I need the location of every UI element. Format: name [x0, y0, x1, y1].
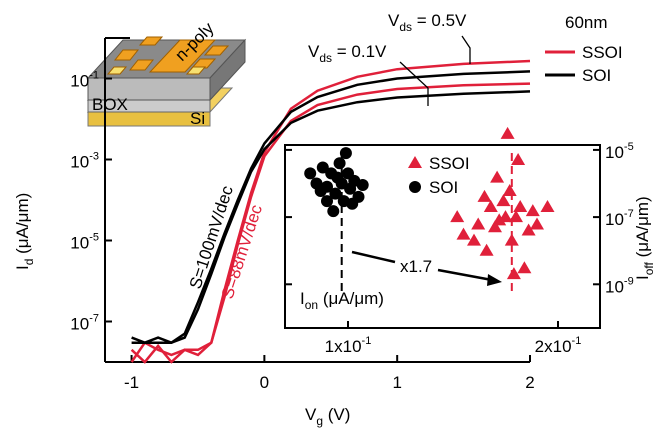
- text-part: V: [305, 405, 317, 424]
- illustration-label: Si: [190, 109, 205, 128]
- x-tick-label: 2: [525, 373, 534, 392]
- ratio-label: x1.7: [400, 257, 432, 276]
- point: [346, 198, 358, 210]
- text-part: (μA/μm): [13, 193, 32, 259]
- text-part: = 0.1V: [332, 42, 387, 61]
- annotation: Vds = 0.5V: [388, 11, 467, 34]
- text-part: V: [308, 42, 320, 61]
- legend-label: SSOI: [429, 154, 470, 173]
- text-part: (V): [323, 405, 350, 424]
- figure: n-poly BOX Si -101210-710-510-310-1Vg (V…: [0, 0, 662, 434]
- y-tick-label: 10-5: [605, 141, 634, 162]
- point: [315, 185, 327, 197]
- text-part: ds: [319, 51, 332, 65]
- text-part: g: [316, 414, 323, 428]
- point: [327, 205, 339, 217]
- text-part: V: [388, 11, 400, 30]
- point: [334, 157, 346, 169]
- y-tick-label: 10-7: [605, 208, 634, 229]
- y-tick-label: 10-3: [70, 151, 99, 172]
- y-axis-label: Id (μA/μm): [13, 193, 36, 270]
- point: [304, 167, 316, 179]
- text-part: d: [22, 259, 36, 266]
- x-tick-label: 2x10-1: [535, 335, 582, 356]
- legend-label: SSOI: [582, 43, 623, 62]
- x-tick-label: 0: [260, 373, 269, 392]
- point: [357, 179, 369, 191]
- y-tick-label: 10-7: [70, 313, 99, 334]
- x-tick-label: -1: [124, 373, 139, 392]
- x-axis-label: Vg (V): [305, 405, 350, 428]
- device-illustration: n-poly BOX Si: [88, 18, 245, 128]
- legend-marker: [409, 181, 421, 193]
- y-tick-label: 10-9: [605, 275, 634, 296]
- text-part: off: [642, 261, 656, 275]
- y-tick-label: 10-5: [70, 232, 99, 253]
- text-part: on: [305, 298, 318, 312]
- illustration-label: BOX: [92, 95, 128, 114]
- legend-label: SOI: [429, 178, 458, 197]
- x-tick-label: 1x10-1: [325, 335, 372, 356]
- point: [340, 147, 352, 159]
- annotation-leader: [462, 36, 470, 64]
- annotation: Vds = 0.1V: [308, 42, 387, 65]
- point: [321, 195, 333, 207]
- text-part: = 0.5V: [412, 11, 467, 30]
- text-part: (μA/μm): [318, 289, 384, 308]
- x-tick-label: 1: [392, 373, 401, 392]
- legend-title: 60nm: [565, 13, 608, 32]
- legend-label: SOI: [582, 66, 611, 85]
- y-axis-label: Ioff (μA/μm): [633, 196, 656, 280]
- text-part: ds: [399, 20, 412, 34]
- point: [501, 127, 515, 139]
- text-part: (μA/μm): [633, 196, 652, 262]
